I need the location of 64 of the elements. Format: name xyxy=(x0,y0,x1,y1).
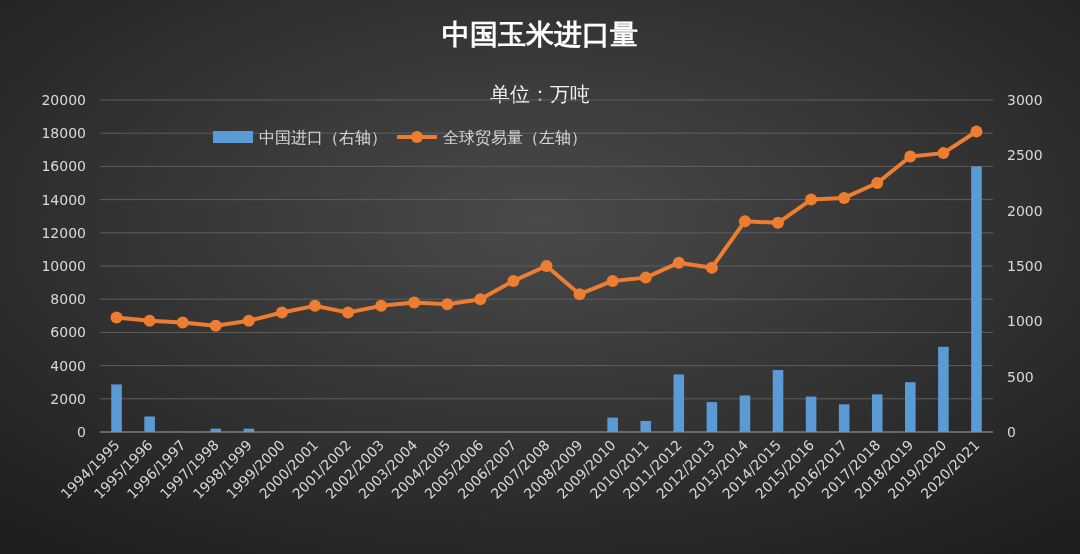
point xyxy=(573,288,586,301)
point xyxy=(342,306,355,319)
y-tick-label: 18000 xyxy=(41,125,86,142)
bar xyxy=(838,404,850,432)
bar xyxy=(144,416,155,432)
bar xyxy=(739,395,751,432)
y-tick-label: 4000 xyxy=(50,357,86,374)
legend-label: 中国进口（右轴） xyxy=(259,128,387,147)
y-tick-label: 20000 xyxy=(41,92,86,108)
bar xyxy=(640,420,652,432)
y-tick-label: 10000 xyxy=(41,258,86,274)
point xyxy=(639,271,652,284)
point xyxy=(507,274,520,287)
y2-tick-label: 2500 xyxy=(1007,147,1043,164)
y-tick-label: 12000 xyxy=(41,224,86,241)
point xyxy=(275,306,288,319)
y2-tick-label: 1000 xyxy=(1007,313,1043,330)
point xyxy=(970,125,983,138)
bar xyxy=(971,166,982,432)
point xyxy=(110,311,123,324)
y2-tick-label: 3000 xyxy=(1007,92,1043,108)
point xyxy=(738,215,751,228)
y2-tick-label: 500 xyxy=(1007,368,1034,385)
point xyxy=(242,314,255,327)
y-tick-label: 0 xyxy=(77,424,86,440)
point xyxy=(375,299,388,312)
bar xyxy=(111,384,122,432)
point xyxy=(838,191,851,204)
bar xyxy=(871,394,883,432)
point xyxy=(209,319,222,332)
y2-tick-label: 0 xyxy=(1007,424,1016,440)
chart-subtitle: 单位：万吨 xyxy=(490,82,590,106)
bar xyxy=(210,428,222,432)
bar xyxy=(772,370,784,432)
point xyxy=(606,274,619,287)
point xyxy=(143,314,156,327)
bar xyxy=(905,382,916,432)
point xyxy=(871,177,884,189)
bar xyxy=(706,402,718,432)
point xyxy=(540,260,553,272)
point xyxy=(904,150,917,163)
point xyxy=(176,316,189,329)
point xyxy=(308,299,321,312)
bar xyxy=(938,346,949,432)
y-tick-label: 8000 xyxy=(50,291,86,308)
bar xyxy=(607,417,618,432)
point xyxy=(705,261,718,274)
point xyxy=(672,256,685,269)
point xyxy=(474,293,487,306)
bar xyxy=(673,374,685,432)
point xyxy=(937,147,950,160)
point xyxy=(772,216,785,229)
y2-tick-label: 2000 xyxy=(1007,202,1043,219)
y-tick-label: 14000 xyxy=(41,191,86,208)
y-tick-label: 16000 xyxy=(41,158,86,175)
y-tick-label: 2000 xyxy=(50,390,86,407)
point xyxy=(408,296,421,309)
y2-tick-label: 1500 xyxy=(1007,258,1043,274)
bar xyxy=(805,396,817,432)
point xyxy=(805,193,818,206)
point xyxy=(441,298,454,311)
legend-label: 全球贸易量（左轴） xyxy=(443,128,587,147)
chart-title: 中国玉米进口量 xyxy=(442,18,638,51)
y-tick-label: 6000 xyxy=(50,324,86,341)
